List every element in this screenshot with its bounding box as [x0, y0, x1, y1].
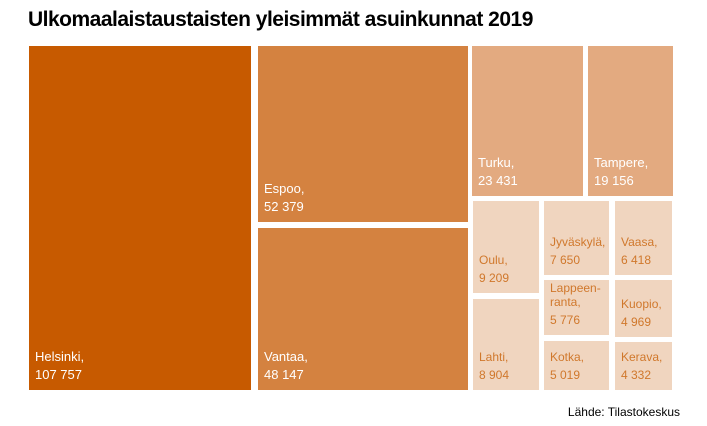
tile-value: 5 019 [550, 368, 581, 382]
chart-title: Ulkomaalaistaustaisten yleisimmät asuink… [28, 8, 533, 31]
tile-vaasa: Vaasa, 6 418 [615, 201, 672, 275]
tile-value: 5 776 [550, 313, 581, 327]
tile-kotka: Kotka, 5 019 [544, 341, 609, 390]
tile-jyväskylä: Jyväskylä, 7 650 [544, 201, 609, 275]
tile-lappeenranta: Lappeen- ranta, 5 776 [544, 280, 609, 335]
tile-label: Tampere, [594, 155, 649, 170]
tile-label: Kuopio, [621, 297, 662, 311]
tile-value: 4 969 [621, 315, 652, 329]
tile-kerava: Kerava, 4 332 [615, 342, 672, 390]
tile-helsinki: Helsinki, 107 757 [29, 46, 251, 390]
tile-value: 48 147 [264, 367, 304, 382]
tile-turku: Turku, 23 431 [472, 46, 583, 196]
tile-label: Kotka, [550, 350, 585, 364]
tile-label: Helsinki, [35, 349, 85, 364]
tile-espoo: Espoo, 52 379 [258, 46, 468, 222]
tile-oulu: Oulu, 9 209 [473, 201, 539, 293]
tile-value: 6 418 [621, 253, 652, 267]
tile-label: Lappeen- ranta, [550, 281, 601, 309]
tile-label: Vantaa, [264, 349, 308, 364]
tile-value: 107 757 [35, 367, 82, 382]
tile-label: Espoo, [264, 181, 305, 196]
tile-value: 9 209 [479, 271, 510, 285]
tile-label: Jyväskylä, [550, 235, 606, 249]
tile-vantaa: Vantaa, 48 147 [258, 228, 468, 390]
tile-label: Kerava, [621, 350, 663, 364]
tile-value: 52 379 [264, 199, 304, 214]
tile-value: 4 332 [621, 368, 652, 382]
tile-value: 8 904 [479, 368, 510, 382]
tile-kuopio: Kuopio, 4 969 [615, 280, 672, 337]
tile-lahti: Lahti, 8 904 [473, 299, 539, 390]
tile-tampere: Tampere, 19 156 [588, 46, 673, 196]
tile-label: Turku, [478, 155, 515, 170]
tile-label: Lahti, [479, 350, 509, 364]
tile-label: Oulu, [479, 253, 508, 267]
source-note: Lähde: Tilastokeskus [567, 405, 680, 419]
tile-value: 7 650 [550, 253, 581, 267]
tile-value: 23 431 [478, 173, 518, 188]
tile-label: Vaasa, [621, 235, 658, 249]
tile-value: 19 156 [594, 173, 634, 188]
